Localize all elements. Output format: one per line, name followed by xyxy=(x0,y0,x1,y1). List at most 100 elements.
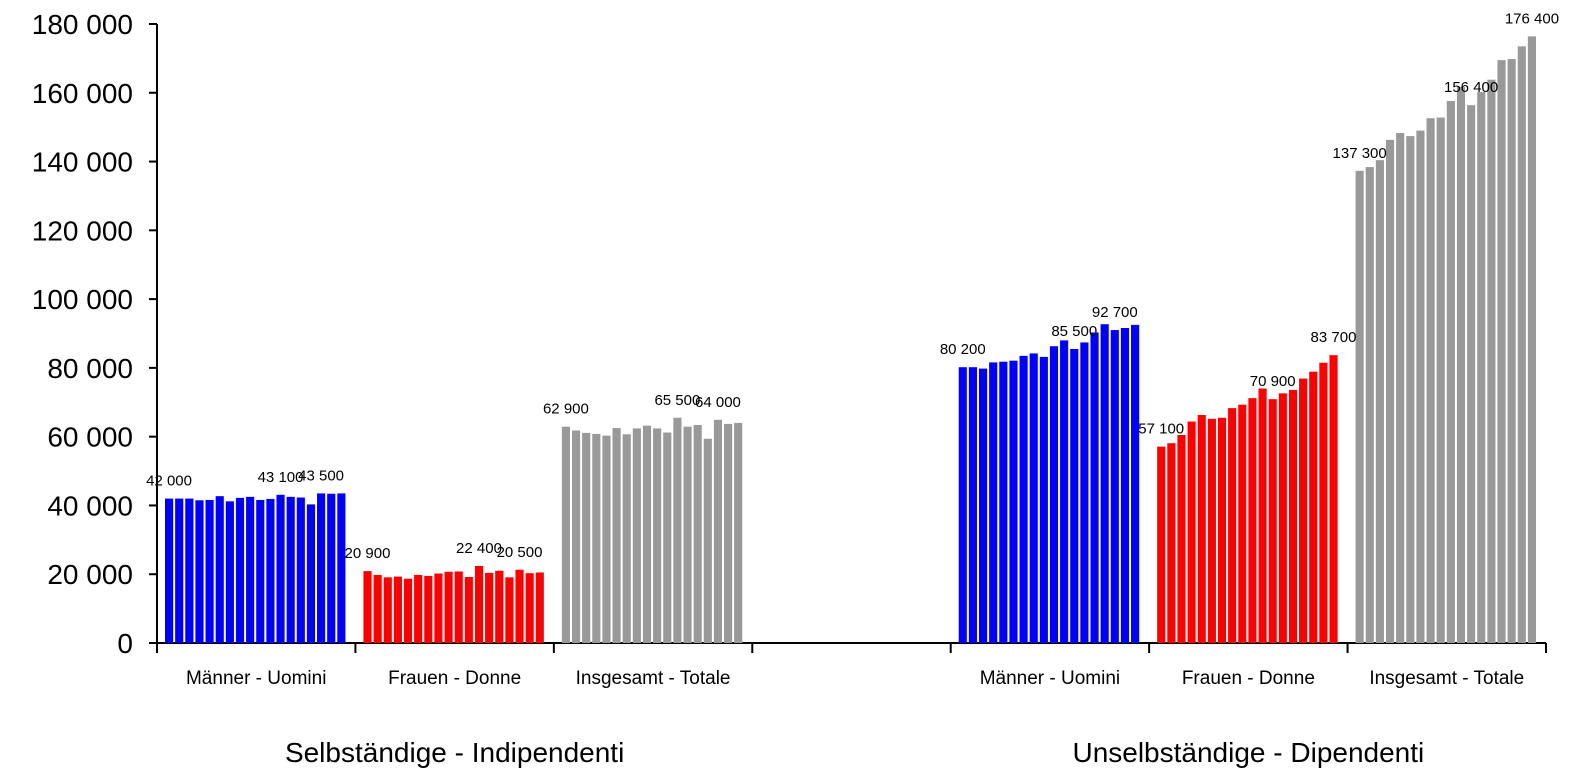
data-label: 42 000 xyxy=(146,473,192,490)
data-label: 43 100 xyxy=(258,469,304,486)
bar xyxy=(1100,324,1109,643)
bar xyxy=(1477,92,1486,644)
bar xyxy=(1029,353,1038,643)
y-tick-label: 20 000 xyxy=(47,559,133,590)
bar xyxy=(225,501,234,643)
category-label: Frauen - Donne xyxy=(388,668,521,689)
y-tick-label: 180 000 xyxy=(32,9,133,40)
data-label: 57 100 xyxy=(1138,421,1184,438)
data-label: 20 500 xyxy=(497,544,543,561)
bar xyxy=(999,361,1008,643)
bar xyxy=(256,499,265,643)
bar xyxy=(1467,105,1476,643)
bar xyxy=(1355,170,1364,643)
bar xyxy=(327,493,336,643)
bar xyxy=(286,496,295,643)
data-label: 80 200 xyxy=(940,341,986,358)
y-tick-label: 40 000 xyxy=(47,490,133,521)
bar xyxy=(185,498,194,643)
bar xyxy=(663,432,672,643)
bar xyxy=(1228,408,1237,643)
bar xyxy=(1177,434,1186,643)
bar xyxy=(505,577,514,643)
bar xyxy=(724,423,733,643)
y-tick-label: 0 xyxy=(117,628,133,659)
bar xyxy=(535,572,544,643)
bar xyxy=(1278,393,1287,643)
bar xyxy=(195,500,204,643)
bar xyxy=(246,496,255,643)
category-label: Männer - Uomini xyxy=(980,668,1120,689)
y-tick-label: 160 000 xyxy=(32,78,133,109)
data-label: 64 000 xyxy=(695,394,741,411)
bar xyxy=(424,575,433,643)
category-label: Frauen - Donne xyxy=(1182,668,1315,689)
bar xyxy=(1110,330,1119,643)
bar xyxy=(1049,346,1059,643)
bar xyxy=(266,498,275,643)
bar xyxy=(958,367,967,643)
bar xyxy=(1385,139,1395,643)
bar xyxy=(602,435,611,643)
data-label: 65 500 xyxy=(654,392,700,409)
data-label: 85 500 xyxy=(1051,323,1097,340)
bar xyxy=(235,497,245,643)
bar xyxy=(1436,117,1445,644)
bar xyxy=(464,576,473,643)
bar xyxy=(1167,443,1176,643)
bar xyxy=(693,424,702,643)
bar xyxy=(1070,348,1079,643)
bar xyxy=(1375,160,1384,643)
bar xyxy=(306,504,316,643)
bar xyxy=(642,425,652,643)
bar xyxy=(393,576,402,643)
bar xyxy=(276,494,285,643)
bar xyxy=(1090,332,1099,643)
bar xyxy=(1446,101,1455,643)
bar xyxy=(734,422,743,643)
y-tick-label: 140 000 xyxy=(32,147,133,178)
bar xyxy=(1019,355,1028,643)
bar xyxy=(1248,398,1257,643)
bar xyxy=(1507,59,1516,643)
bar xyxy=(1487,79,1496,643)
bar xyxy=(1131,324,1140,643)
bar xyxy=(632,428,641,643)
bar xyxy=(205,499,214,643)
bar xyxy=(1039,356,1048,643)
bar xyxy=(515,569,524,643)
bar xyxy=(1080,342,1089,643)
bar xyxy=(444,571,453,643)
y-tick-label: 100 000 xyxy=(32,284,133,315)
bar xyxy=(582,432,591,643)
bar xyxy=(683,426,692,643)
data-label: 92 700 xyxy=(1092,304,1138,321)
data-label: 62 900 xyxy=(543,401,589,418)
bar xyxy=(1527,36,1536,643)
data-label: 43 500 xyxy=(298,467,344,484)
bar xyxy=(1456,86,1466,644)
bar xyxy=(592,433,601,643)
bar xyxy=(1207,418,1216,643)
data-label: 20 900 xyxy=(345,545,391,562)
bar xyxy=(1309,371,1318,643)
data-label: 156 400 xyxy=(1444,79,1498,96)
bar xyxy=(1157,446,1166,643)
bar xyxy=(175,498,184,643)
y-tick-label: 120 000 xyxy=(32,215,133,246)
bar xyxy=(713,419,723,643)
bar xyxy=(1299,378,1308,643)
bar xyxy=(1187,421,1196,643)
bar xyxy=(1009,360,1018,643)
bar xyxy=(373,574,382,643)
data-label: 137 300 xyxy=(1333,145,1387,162)
group-label: Selbständige - Indipendenti xyxy=(285,737,624,768)
bar xyxy=(968,367,977,643)
y-tick-label: 60 000 xyxy=(47,422,133,453)
bar xyxy=(1329,355,1338,643)
bar xyxy=(1426,118,1435,644)
bar xyxy=(363,571,372,643)
bar xyxy=(1197,415,1206,643)
bar xyxy=(1497,60,1506,644)
bar xyxy=(296,497,305,643)
